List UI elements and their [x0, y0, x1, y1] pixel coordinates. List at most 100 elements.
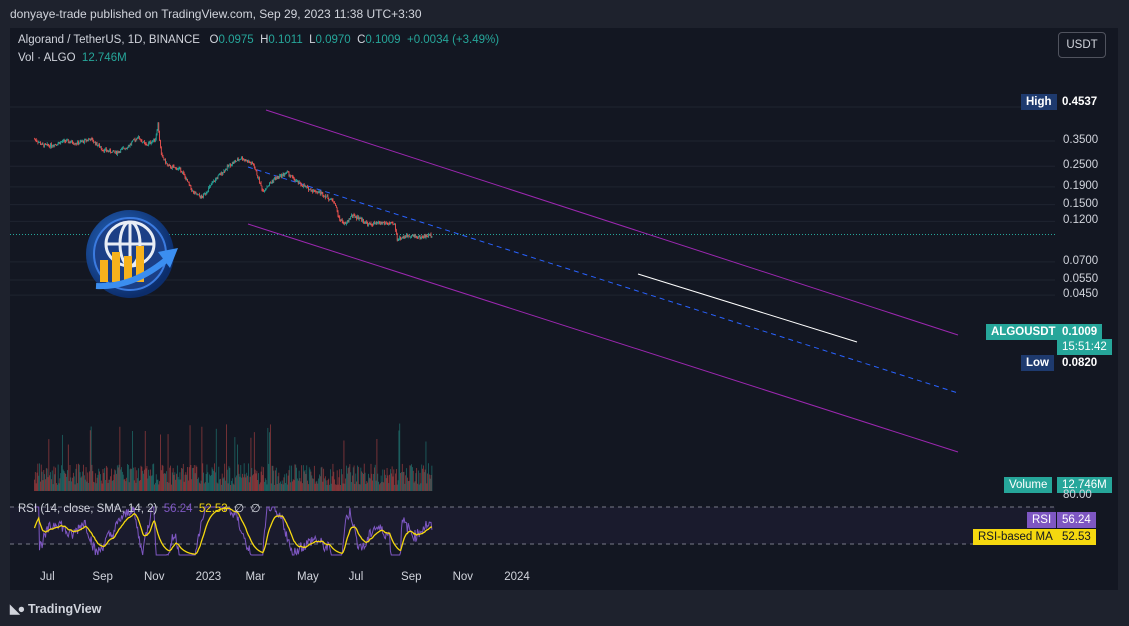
candle-body	[127, 145, 129, 148]
candle-body	[106, 150, 108, 152]
candle-body	[195, 192, 197, 194]
candle-body	[249, 162, 251, 164]
candle-body	[252, 162, 253, 164]
candle-body	[73, 143, 74, 145]
candle-body	[93, 141, 95, 143]
candle-body	[428, 234, 430, 236]
candle-body	[235, 161, 237, 162]
candle-body	[295, 181, 297, 182]
candle-body	[62, 141, 63, 143]
candle-body	[57, 143, 59, 145]
candle-body	[241, 157, 242, 160]
candle-body	[277, 176, 279, 178]
last-price-tag: 0.1009	[1057, 324, 1103, 340]
candle-body	[293, 177, 295, 180]
candle-body	[145, 143, 147, 145]
candle-body	[209, 185, 211, 187]
candle-body	[160, 140, 161, 147]
symbol-title[interactable]: Algorand / TetherUS, 1D, BINANCE	[18, 34, 200, 46]
candle-body	[167, 164, 169, 166]
candle-body	[92, 139, 94, 142]
candle-body	[220, 172, 222, 175]
candle-body	[398, 239, 400, 241]
candle-body	[56, 144, 58, 146]
candle-body	[396, 233, 398, 241]
candle-body	[138, 136, 139, 138]
candle-body	[257, 175, 259, 178]
candle-body	[209, 186, 210, 188]
candle-body	[101, 148, 103, 151]
publish-header: donyaye-trade published on TradingView.c…	[0, 0, 1129, 28]
low-value: 0.0970	[315, 34, 351, 46]
candle-body	[403, 237, 405, 238]
candle-body	[85, 139, 87, 141]
candle-body	[349, 218, 351, 220]
candle-body	[66, 140, 67, 142]
candle-body	[420, 238, 422, 239]
chart-pane[interactable]	[10, 28, 1118, 590]
candle-body	[240, 159, 242, 160]
candle-body	[276, 177, 278, 178]
candle-body	[292, 176, 294, 178]
candle-body	[151, 141, 153, 144]
candle-body	[262, 189, 264, 191]
candle-body	[116, 151, 118, 155]
candle-body	[425, 234, 427, 238]
candle-body	[226, 165, 228, 170]
y-tick-label: 0.1200	[1063, 214, 1099, 227]
candle-body	[272, 180, 274, 182]
candle-body	[73, 143, 75, 145]
close-value: 0.1009	[365, 34, 401, 46]
candle-body	[248, 161, 249, 163]
candle-body	[368, 223, 369, 226]
candle-body	[421, 236, 423, 239]
footer-bar	[0, 590, 1129, 626]
candle-body	[406, 234, 408, 237]
candle-body	[96, 142, 98, 146]
rsi-axis-label: 80.00	[1063, 489, 1092, 501]
x-tick-label: Sep	[401, 571, 422, 583]
candle-body	[348, 218, 350, 222]
candle-body	[94, 141, 96, 145]
candle-body	[130, 144, 132, 145]
candle-body	[399, 236, 401, 240]
candle-body	[386, 223, 388, 225]
candle-body	[53, 145, 55, 147]
candle-body	[149, 141, 150, 143]
candle-body	[143, 141, 144, 143]
candle-body	[80, 141, 82, 143]
candle-body	[142, 142, 144, 144]
candle-body	[147, 144, 149, 146]
candle-body	[292, 175, 293, 177]
volume-tag-label: Volume	[1004, 477, 1053, 493]
grid	[10, 106, 1055, 296]
candle-body	[221, 172, 223, 175]
candle-body	[327, 195, 329, 199]
high-tag-value: 0.4537	[1057, 94, 1103, 110]
x-tick-label: 2024	[504, 571, 530, 583]
currency-button[interactable]: USDT	[1058, 32, 1106, 58]
candle-body	[246, 160, 248, 162]
candle-body	[243, 159, 245, 161]
candle-body	[229, 163, 231, 166]
candle-body	[263, 190, 264, 192]
candle-body	[133, 139, 134, 141]
candle-body	[52, 145, 54, 147]
candle-body	[204, 193, 206, 195]
tradingview-logo[interactable]: ◣● TradingView	[10, 602, 102, 616]
candle-body	[55, 144, 56, 146]
candle-body	[280, 174, 281, 176]
candle-body	[212, 182, 214, 184]
candle-body	[245, 160, 247, 162]
candle-body	[152, 140, 154, 142]
candle-body	[373, 222, 374, 226]
candle-body	[162, 155, 164, 158]
candle-body	[135, 138, 137, 141]
candle-body	[279, 175, 281, 178]
candle-body	[119, 151, 121, 153]
candle-body	[88, 139, 89, 141]
candle-body	[264, 190, 265, 192]
candle-body	[390, 222, 392, 224]
candle-body	[341, 219, 343, 222]
rsi-ma-tag-value: 52.53	[1057, 529, 1096, 545]
